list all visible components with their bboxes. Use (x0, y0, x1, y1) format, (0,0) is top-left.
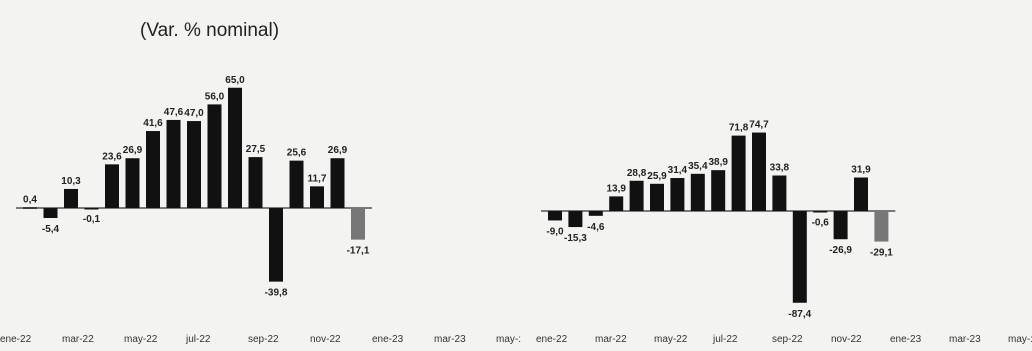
chart2-bar (731, 135, 746, 211)
chart1-data-label: 11,7 (308, 173, 327, 184)
chart1-data-label: 26,9 (328, 145, 348, 156)
chart1-data-label: -5,4 (42, 224, 60, 235)
chart1-x-tick-label: may-: (496, 334, 521, 345)
chart2-data-label: -15,3 (564, 233, 587, 244)
chart2-data-label: 35,4 (688, 161, 708, 172)
chart1-bar (351, 208, 365, 240)
chart1-bar (289, 160, 304, 208)
chart2-bar (772, 175, 787, 211)
chart1-data-label: 56,0 (205, 91, 225, 102)
chart1-bar (43, 208, 58, 218)
chart2-bar (833, 211, 848, 240)
chart2-x-tick-label: mar-22 (595, 334, 627, 345)
chart2-data-label: -9,0 (546, 226, 564, 237)
chart1-bar (330, 158, 345, 208)
chart2-bar (568, 211, 583, 228)
chart1-x-tick-label: ene-22 (0, 334, 32, 345)
chart2-bar (874, 211, 889, 242)
chart1-bar (187, 121, 201, 208)
chart1-data-label: -17,1 (347, 246, 370, 257)
chart1-bar (310, 186, 324, 208)
chart1-data-label: 47,6 (164, 107, 184, 118)
chart1-bar (228, 87, 242, 208)
chart-title: (Var. % nominal) (140, 20, 280, 41)
chart1-x-tick-label: may-22 (124, 334, 158, 345)
chart1-x-tick-label: ene-23 (372, 334, 404, 345)
chart2-data-label: 13,9 (606, 183, 626, 194)
chart1-data-label: 23,6 (102, 151, 122, 162)
chart1-bar (84, 208, 99, 210)
chart1-bar (248, 157, 263, 208)
chart1-data-label: -39,8 (265, 288, 288, 299)
chart2-x-tick-label: ene-23 (890, 334, 922, 345)
chart1-data-label: 47,0 (184, 108, 204, 119)
chart1-bar (166, 119, 181, 208)
chart2-data-label: -4,6 (587, 222, 605, 233)
chart1-x-tick-label: sep-22 (248, 334, 279, 345)
chart2-bar (670, 178, 685, 211)
chart2-x-tick-label: mar-23 (949, 334, 981, 345)
chart1-x-tick-label: jul-22 (185, 334, 211, 345)
chart2-data-label: -26,9 (829, 245, 852, 256)
chart1-bar (125, 158, 140, 208)
chart2-data-label: 28,8 (627, 168, 647, 179)
chart2-bar (650, 183, 664, 211)
chart1-data-label: 10,3 (61, 176, 81, 187)
chart2-bar (711, 170, 726, 211)
chart1-bar (146, 131, 160, 208)
chart2-data-label: 74,7 (749, 120, 769, 131)
chart2-data-label: 71,8 (729, 123, 749, 134)
chart2-bar (588, 211, 603, 216)
chart1-data-label: 26,9 (123, 145, 143, 156)
chart1-data-label: 25,6 (287, 148, 307, 159)
chart2-x-tick-label: may-22 (654, 334, 688, 345)
chart2-data-label: 31,9 (851, 165, 871, 176)
chart1-data-label: -0,1 (83, 214, 101, 225)
chart1-data-label: 41,6 (143, 118, 163, 129)
chart1-data-label: 27,5 (246, 144, 266, 155)
chart2-bar (813, 211, 828, 213)
chart2-bar (792, 211, 807, 303)
chart2-data-label: -0,6 (812, 218, 830, 229)
chart1-x-tick-label: nov-22 (310, 334, 341, 345)
chart2-x-tick-label: may-: (1008, 334, 1032, 345)
chart2-x-tick-label: sep-22 (772, 334, 803, 345)
chart2-data-label: 38,9 (708, 157, 728, 168)
chart2-data-label: 31,4 (668, 165, 688, 176)
chart2-bar (752, 132, 766, 211)
chart2-bar (548, 211, 562, 221)
chart2-x-tick-label: nov-22 (831, 334, 862, 345)
chart1-bar (64, 188, 78, 208)
chart1-bar (269, 208, 283, 282)
chart2-x-tick-label: jul-22 (712, 334, 738, 345)
chart1-bar (105, 164, 119, 208)
chart1-data-label: 0,4 (23, 194, 37, 205)
chart2-bar (629, 180, 644, 211)
chart2-bar (690, 173, 705, 211)
chart2-data-label: 33,8 (770, 163, 790, 174)
chart1-bar (23, 207, 37, 209)
chart2-data-label: -29,1 (870, 248, 893, 259)
chart2-bar (854, 177, 868, 211)
chart2-data-label: 25,9 (647, 171, 667, 182)
chart2-bar (609, 196, 624, 211)
chart1-x-tick-label: mar-23 (434, 334, 466, 345)
chart1-data-label: 65,0 (225, 75, 245, 86)
chart1-bar (207, 104, 222, 208)
chart2-x-tick-label: ene-22 (536, 334, 568, 345)
chart1-x-tick-label: mar-22 (62, 334, 94, 345)
chart2-data-label: -87,4 (788, 309, 811, 320)
